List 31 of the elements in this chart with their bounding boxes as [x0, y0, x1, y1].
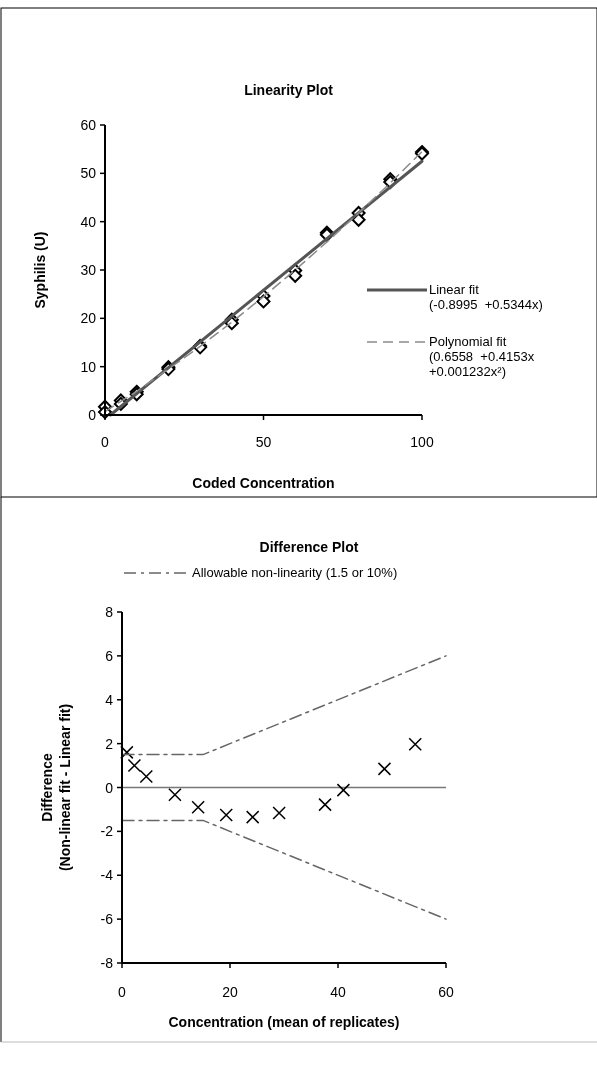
x-tick-label: 20	[222, 984, 238, 1000]
y-tick-label: -4	[100, 867, 114, 884]
y-tick-label: -2	[100, 823, 114, 840]
y-tick-label: 8	[105, 604, 114, 620]
y-tick-label: 2	[105, 735, 114, 752]
x-axis-title: Concentration (mean of replicates)	[168, 1014, 400, 1030]
x-tick-label: 40	[330, 984, 346, 1000]
y-tick-label: 60	[80, 117, 97, 133]
y-tick-label: 20	[80, 310, 97, 327]
y-axis-title: Syphilis (U)	[32, 231, 48, 309]
y-tick-label: 6	[105, 647, 114, 664]
chart-title: Linearity Plot	[244, 82, 334, 98]
y-tick-label: -6	[100, 911, 114, 928]
y-tick-label: 0	[88, 407, 97, 423]
y-tick-label: 50	[80, 165, 97, 182]
legend-label: Linear fit (-0.8995 +0.5344x)	[429, 282, 543, 312]
x-tick-label: 50	[255, 434, 272, 450]
legend-label: Polynomial fit (0.6558 +0.4153x +0.001232x²)	[429, 334, 535, 379]
y-tick-label: 40	[80, 213, 97, 230]
x-tick-label: 0	[118, 984, 127, 1000]
y-tick-label: 30	[80, 262, 97, 278]
y-tick-label: 10	[80, 358, 97, 375]
y-tick-label: 0	[105, 779, 114, 796]
y-tick-label: 4	[105, 691, 114, 708]
y-tick-label: -8	[100, 955, 114, 971]
y-axis-title: Difference (Non-linear fit - Linear fit)	[39, 703, 73, 872]
x-tick-label: 60	[438, 984, 454, 1000]
legend-label: Allowable non-linearity (1.5 or 10%)	[192, 565, 398, 580]
chart-title: Difference Plot	[259, 539, 359, 555]
x-axis-title: Coded Concentration	[192, 475, 335, 491]
x-tick-label: 100	[410, 434, 434, 450]
